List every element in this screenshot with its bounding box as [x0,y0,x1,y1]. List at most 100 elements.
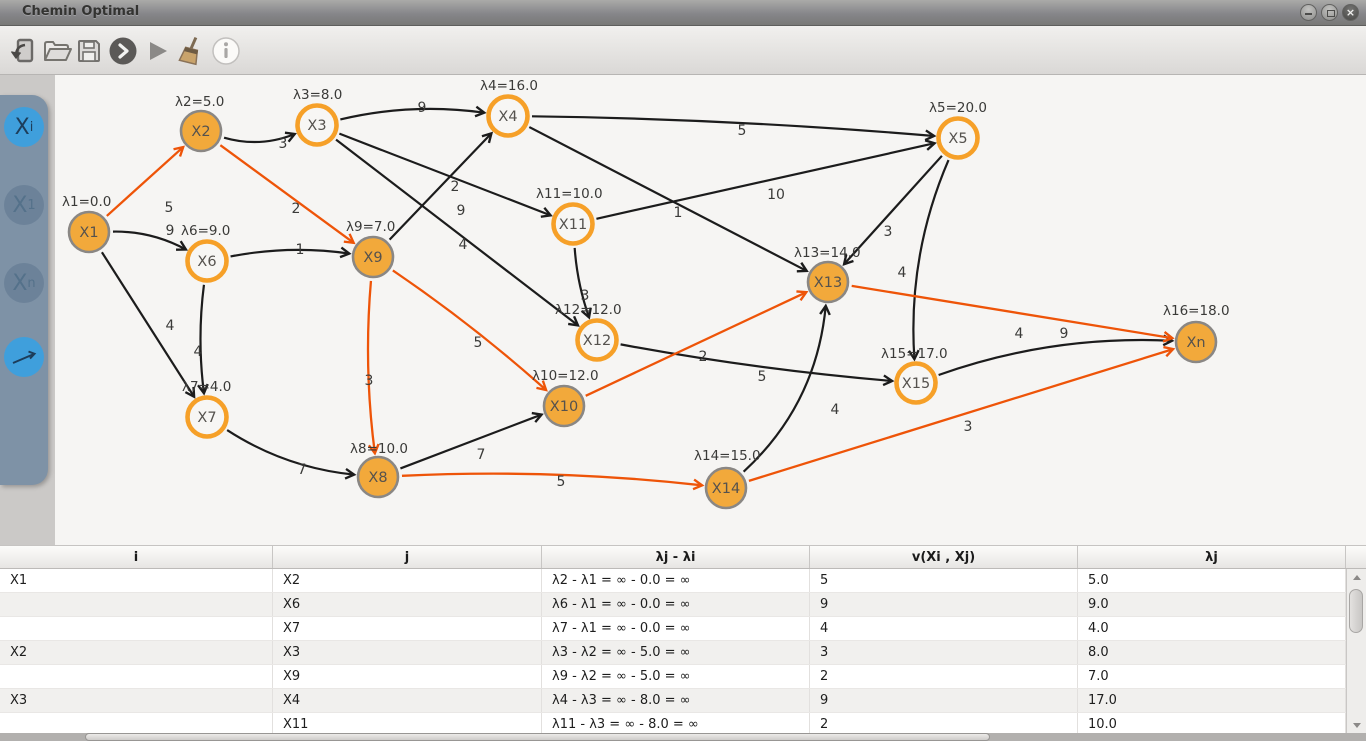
table-rows: X1 X2 λ2 - λ1 = ∞ - 0.0 = ∞ 5 5.0 X6 λ6 - λ1 =… [0,569,1346,733]
horizontal-scroll-thumb[interactable] [85,733,990,741]
node-circle[interactable] [936,116,980,160]
graph-node-X13[interactable]: X13 [806,260,850,304]
run-button[interactable] [141,35,173,67]
node-label: X14 [712,481,740,497]
graph-node-X4[interactable]: X4 [486,94,530,138]
vertical-scrollbar[interactable] [1346,569,1366,733]
graph-node-X6[interactable]: X6 [185,239,229,283]
node-label: X13 [814,275,842,291]
table-row[interactable]: X9 λ9 - λ2 = ∞ - 5.0 = ∞ 2 7.0 [0,665,1346,689]
sidebar-button-add-edge[interactable] [4,337,44,377]
node-circle[interactable] [351,235,395,279]
lambda-label-X15: λ15=17.0 [881,346,948,362]
lambda-label-X12: λ12=12.0 [555,302,622,318]
minimize-icon [1305,13,1312,15]
node-circle[interactable] [806,260,850,304]
graph-node-X8[interactable]: X8 [356,455,400,499]
edge-weight-X10-X13: 2 [699,349,708,365]
table-cell: 3 [810,641,1078,664]
node-circle[interactable] [356,455,400,499]
edge-weight-X9-X4: 9 [457,203,466,219]
lambda-label-X14: λ14=15.0 [694,448,761,464]
node-circle[interactable] [295,103,339,147]
save-button[interactable] [73,35,105,67]
edge-weight-X5-X15: 4 [898,265,907,281]
graph-node-X9[interactable]: X9 [351,235,395,279]
open-button[interactable] [41,35,73,67]
graph-svg: 9 4 3 9 2 4 1 4 7 9 7 5 1 10 3 3 4 5 4 9 5 2 3 5 5 2 4 3 X1 λ1=0.0 X2 λ… [62,78,1230,510]
table-cell: λ4 - λ3 = ∞ - 8.0 = ∞ [542,689,810,712]
info-button[interactable] [210,35,242,67]
edge-weight-X12-X15: 5 [758,369,767,385]
maximize-button[interactable] [1321,4,1338,21]
node-label: X4 [498,109,517,125]
node-circle[interactable] [185,395,229,439]
table-row[interactable]: X7 λ7 - λ1 = ∞ - 0.0 = ∞ 4 4.0 [0,617,1346,641]
graph-edge-X5-X15 [907,159,950,362]
table-row[interactable]: X2 X3 λ3 - λ2 = ∞ - 5.0 = ∞ 3 8.0 [0,641,1346,665]
horizontal-scrollbar[interactable] [0,733,1366,741]
table-cell: X9 [273,665,542,688]
lambda-label-X10: λ10=12.0 [532,368,599,384]
node-circle[interactable] [179,109,223,153]
edge-weight-X11-X5: 10 [767,187,785,203]
column-header-0[interactable]: i [0,546,273,568]
chevron-down-icon [1352,722,1361,728]
table-row[interactable]: X1 X2 λ2 - λ1 = ∞ - 0.0 = ∞ 5 5.0 [0,569,1346,593]
node-circle[interactable] [185,239,229,283]
column-header-3[interactable]: v(Xi , Xj) [810,546,1078,568]
column-header-4[interactable]: λj [1078,546,1346,568]
graph-edge-X3-X4 [340,105,487,121]
edge-weight-X5-X13: 3 [884,224,893,240]
graph-node-X7[interactable]: X7 [185,395,229,439]
graph-node-X14[interactable]: X14 [704,466,748,510]
graph-node-X2[interactable]: X2 [179,109,223,153]
node-circle[interactable] [551,202,595,246]
graph-edge-X7-X8 [226,429,357,480]
table-cell [0,665,273,688]
graph-edge-X5-X13 [842,155,943,266]
edge-weight-X7-X8: 7 [298,462,307,478]
quit-button[interactable] [7,35,39,67]
graph-node-X10[interactable]: X10 [542,384,586,428]
minimize-button[interactable] [1300,4,1317,21]
column-header-2[interactable]: λj - λi [542,546,810,568]
edge-weight-X8-X14: 5 [557,474,566,490]
graph-node-X15[interactable]: X15 [894,361,938,405]
edge-weight-X6-X7: 4 [194,344,203,360]
step-button[interactable] [107,35,139,67]
table-cell: X7 [273,617,542,640]
node-circle[interactable] [1174,320,1218,364]
graph-node-X11[interactable]: X11 [551,202,595,246]
table-cell: 9.0 [1078,593,1346,616]
scroll-down-button[interactable] [1347,717,1366,733]
table-row[interactable]: X11 λ11 - λ3 = ∞ - 8.0 = ∞ 2 10.0 [0,713,1346,733]
node-circle[interactable] [704,466,748,510]
column-header-1[interactable]: j [273,546,542,568]
scroll-up-button[interactable] [1347,569,1366,585]
graph-node-X3[interactable]: X3 [295,103,339,147]
graph-node-X5[interactable]: X5 [936,116,980,160]
clean-button[interactable] [176,35,208,67]
table-row[interactable]: X3 X4 λ4 - λ3 = ∞ - 8.0 = ∞ 9 17.0 [0,689,1346,713]
graph-node-Xn[interactable]: Xn [1174,320,1218,364]
graph-node-X1[interactable]: X1 [67,210,111,254]
table-cell: X4 [273,689,542,712]
graph-edge-X4-X13 [528,126,809,273]
close-button[interactable]: × [1342,4,1359,21]
vertical-scroll-thumb[interactable] [1349,589,1363,633]
table-row[interactable]: X6 λ6 - λ1 = ∞ - 0.0 = ∞ 9 9.0 [0,593,1346,617]
node-circle[interactable] [575,318,619,362]
graph-node-X12[interactable]: X12 [575,318,619,362]
edge-weight-X4-X13: 1 [674,205,683,221]
graph-edge-X9-X4 [388,131,494,241]
node-circle[interactable] [486,94,530,138]
node-circle[interactable] [542,384,586,428]
graph-edge-X14-Xn [748,345,1176,482]
graph-canvas[interactable]: 9 4 3 9 2 4 1 4 7 9 7 5 1 10 3 3 4 5 4 9 5 2 3 5 5 2 4 3 X1 λ1=0.0 X2 λ… [55,75,1366,545]
node-circle[interactable] [67,210,111,254]
node-circle[interactable] [894,361,938,405]
